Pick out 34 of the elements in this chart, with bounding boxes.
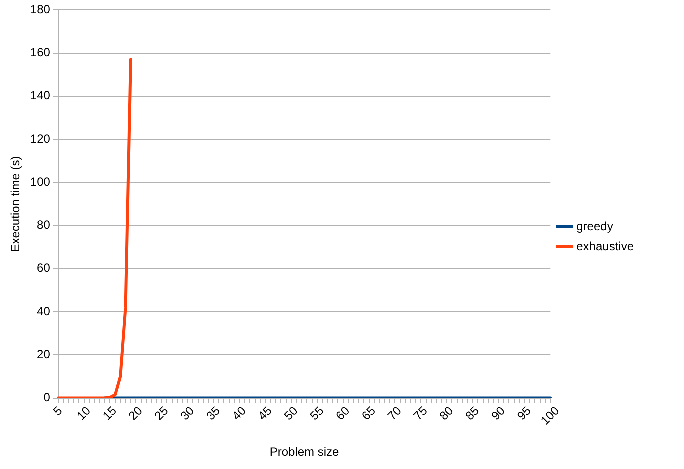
x-tick-label: 100: [538, 404, 562, 428]
x-tick-label: 90: [488, 404, 508, 424]
y-tick-label: 120: [30, 132, 51, 146]
x-tick-label: 75: [410, 404, 431, 424]
x-tick-label: 45: [256, 404, 276, 424]
x-tick-label: 65: [359, 404, 379, 424]
y-tick-label: 180: [30, 2, 51, 17]
legend-label: exhaustive: [576, 239, 634, 254]
x-axis-title: Problem size: [270, 445, 340, 460]
y-tick-label: 20: [37, 347, 51, 362]
x-tick-label: 60: [333, 404, 353, 424]
x-tick-label: 85: [462, 404, 482, 424]
x-tick-label: 30: [178, 404, 198, 424]
y-tick-label: 140: [30, 88, 51, 103]
x-tick-label: 55: [307, 404, 327, 424]
x-tick-label: 50: [281, 404, 301, 424]
legend-label: greedy: [576, 219, 614, 234]
y-tick-label: 60: [37, 261, 51, 276]
x-tick-label: 35: [204, 404, 224, 424]
y-axis-title: Execution time (s): [8, 156, 23, 252]
x-tick-label: 5: [50, 404, 66, 418]
x-tick-label: 40: [230, 404, 250, 424]
x-tick-label: 95: [514, 404, 534, 424]
x-tick-label: 80: [436, 404, 456, 424]
y-tick-label: 40: [37, 304, 51, 318]
x-tick-label: 10: [74, 404, 94, 424]
x-tick-label: 20: [126, 404, 146, 424]
y-tick-label: 80: [37, 218, 51, 232]
x-tick-label: 70: [385, 404, 405, 424]
y-tick-label: 160: [30, 46, 51, 60]
x-tick-label: 15: [100, 404, 120, 424]
y-tick-label: 100: [30, 174, 51, 189]
x-tick-label: 25: [152, 404, 172, 424]
y-tick-label: 0: [44, 390, 51, 405]
